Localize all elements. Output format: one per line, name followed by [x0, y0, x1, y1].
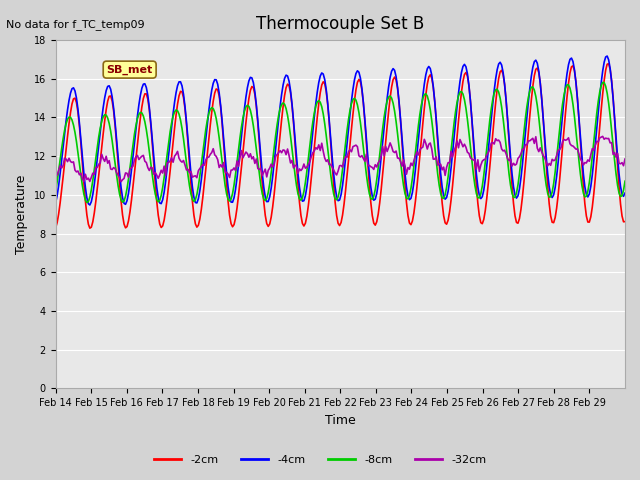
-4cm: [459, 63, 467, 69]
-4cm: [86, 202, 93, 208]
-2cm: [52, 225, 60, 230]
Text: SB_met: SB_met: [106, 64, 153, 75]
-32cm: [459, 144, 467, 150]
-8cm: [346, 108, 354, 113]
-4cm: [346, 111, 354, 117]
-8cm: [599, 80, 607, 85]
-2cm: [605, 61, 612, 67]
-2cm: [90, 210, 98, 216]
-8cm: [459, 91, 467, 97]
-8cm: [90, 167, 98, 172]
-32cm: [346, 147, 354, 153]
Line: -8cm: -8cm: [56, 83, 625, 203]
-4cm: [544, 171, 552, 177]
-2cm: [86, 225, 93, 231]
-2cm: [544, 183, 552, 189]
Line: -2cm: -2cm: [56, 64, 625, 228]
-4cm: [71, 88, 79, 94]
Text: No data for f_TC_temp09: No data for f_TC_temp09: [6, 19, 145, 30]
-8cm: [621, 178, 629, 184]
-32cm: [599, 133, 607, 139]
-8cm: [52, 188, 60, 194]
Line: -4cm: -4cm: [56, 56, 625, 205]
-32cm: [90, 171, 98, 177]
-2cm: [620, 219, 627, 225]
Legend: -2cm, -4cm, -8cm, -32cm: -2cm, -4cm, -8cm, -32cm: [149, 451, 491, 469]
-4cm: [604, 53, 611, 59]
-32cm: [544, 163, 552, 168]
-2cm: [346, 142, 354, 147]
-4cm: [620, 193, 627, 199]
X-axis label: Time: Time: [325, 414, 356, 427]
-4cm: [90, 181, 98, 187]
Title: Thermocouple Set B: Thermocouple Set B: [256, 15, 424, 33]
-8cm: [71, 130, 79, 135]
-8cm: [620, 188, 627, 193]
-2cm: [621, 219, 629, 225]
-4cm: [52, 200, 60, 205]
-32cm: [71, 167, 79, 173]
-2cm: [71, 96, 79, 101]
-32cm: [80, 179, 88, 185]
Y-axis label: Temperature: Temperature: [15, 175, 28, 254]
-8cm: [544, 191, 552, 196]
-32cm: [620, 163, 627, 168]
-2cm: [459, 78, 467, 84]
-4cm: [621, 190, 629, 196]
-32cm: [621, 156, 629, 162]
Line: -32cm: -32cm: [56, 136, 625, 182]
-8cm: [83, 200, 91, 205]
-32cm: [52, 173, 60, 179]
